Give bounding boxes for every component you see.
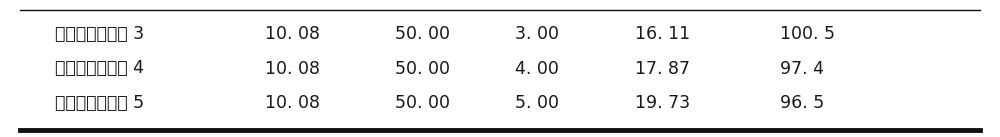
Text: 50. 00: 50. 00 (395, 94, 450, 112)
Text: 96. 5: 96. 5 (780, 94, 824, 112)
Text: 10. 08: 10. 08 (265, 94, 320, 112)
Text: 三相样品加标样 4: 三相样品加标样 4 (55, 59, 144, 78)
Text: 19. 73: 19. 73 (635, 94, 690, 112)
Text: 5. 00: 5. 00 (515, 94, 559, 112)
Text: 97. 4: 97. 4 (780, 59, 824, 78)
Text: 三相样品加标样 3: 三相样品加标样 3 (55, 25, 144, 43)
Text: 三相样品加标样 5: 三相样品加标样 5 (55, 94, 144, 112)
Text: 50. 00: 50. 00 (395, 25, 450, 43)
Text: 3. 00: 3. 00 (515, 25, 559, 43)
Text: 10. 08: 10. 08 (265, 59, 320, 78)
Text: 4. 00: 4. 00 (515, 59, 559, 78)
Text: 100. 5: 100. 5 (780, 25, 835, 43)
Text: 17. 87: 17. 87 (635, 59, 690, 78)
Text: 16. 11: 16. 11 (635, 25, 690, 43)
Text: 10. 08: 10. 08 (265, 25, 320, 43)
Text: 50. 00: 50. 00 (395, 59, 450, 78)
